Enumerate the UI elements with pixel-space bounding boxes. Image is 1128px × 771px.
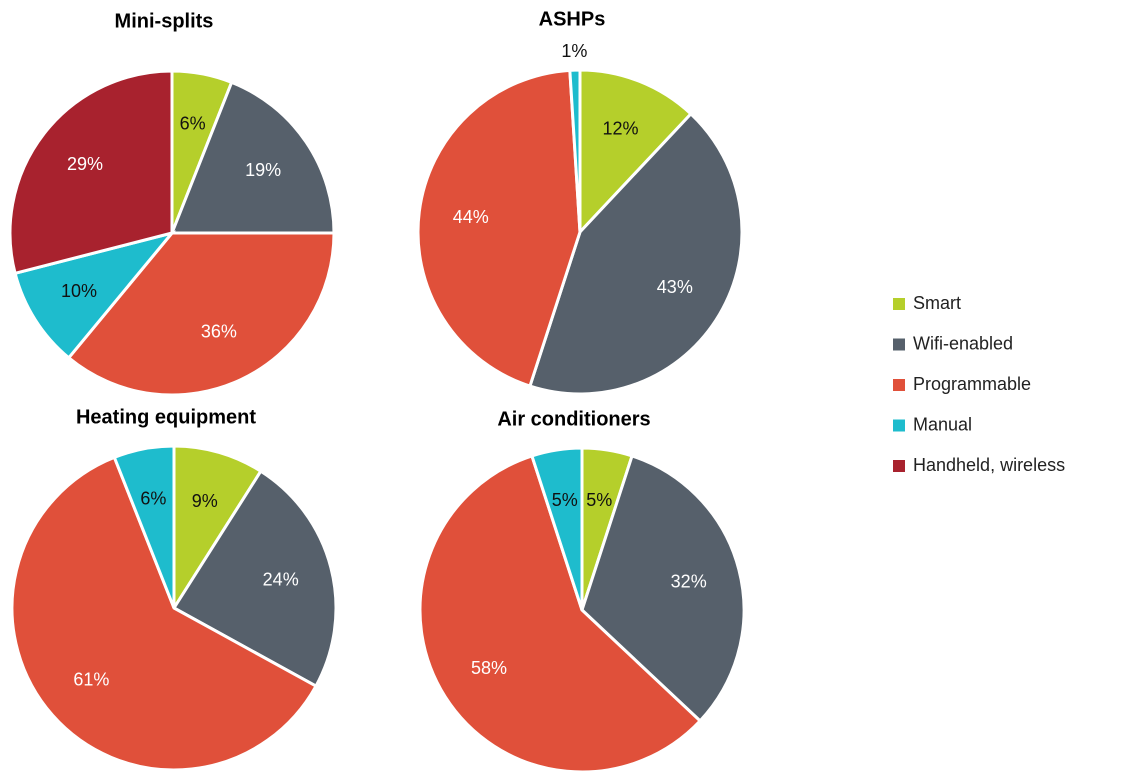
pie-slice <box>416 68 582 388</box>
data-label: 9% <box>192 491 218 511</box>
data-label: 5% <box>586 490 612 510</box>
chart-title: Heating equipment <box>76 406 256 428</box>
chart-title: Air conditioners <box>497 408 650 430</box>
pie-slice <box>172 444 263 614</box>
data-label: 5% <box>552 490 578 510</box>
data-label: 19% <box>245 160 281 180</box>
data-label: 58% <box>471 658 507 678</box>
pie-slice <box>580 454 746 724</box>
pie-slice <box>8 69 174 276</box>
pie-slice <box>530 446 584 611</box>
legend-swatch <box>893 338 905 351</box>
data-label: 36% <box>201 321 237 341</box>
legend-label: Handheld, wireless <box>913 455 1065 475</box>
legend-swatch <box>893 419 905 432</box>
pie-slice <box>578 68 694 236</box>
legend-label: Smart <box>913 293 961 313</box>
legend-swatch <box>893 379 905 391</box>
data-label: 10% <box>61 281 97 301</box>
pie-slice <box>10 455 319 771</box>
data-label: 12% <box>603 118 639 138</box>
data-label: 32% <box>671 571 707 591</box>
pie-slice <box>568 68 582 233</box>
data-label: 29% <box>67 154 103 174</box>
pie-slice <box>171 469 338 689</box>
data-label: 24% <box>263 569 299 589</box>
pie-slice <box>528 111 744 396</box>
data-label: 1% <box>561 41 587 61</box>
legend-swatch <box>893 298 905 310</box>
pie-slice <box>112 444 176 609</box>
chart-title: ASHPs <box>539 8 606 30</box>
data-label: 44% <box>453 207 489 227</box>
pie-slice <box>418 454 703 771</box>
legend-label: Manual <box>913 414 972 434</box>
data-label: 43% <box>657 277 693 297</box>
legend-label: Programmable <box>913 374 1031 394</box>
pie-slice <box>66 231 336 397</box>
data-label: 61% <box>73 670 109 690</box>
data-label: 6% <box>140 489 166 509</box>
data-label: 6% <box>180 114 206 134</box>
legend-swatch <box>893 460 905 472</box>
pie-slice <box>169 80 336 235</box>
legend-label: Wifi-enabled <box>913 333 1013 353</box>
chart-title: Mini-splits <box>115 10 214 32</box>
